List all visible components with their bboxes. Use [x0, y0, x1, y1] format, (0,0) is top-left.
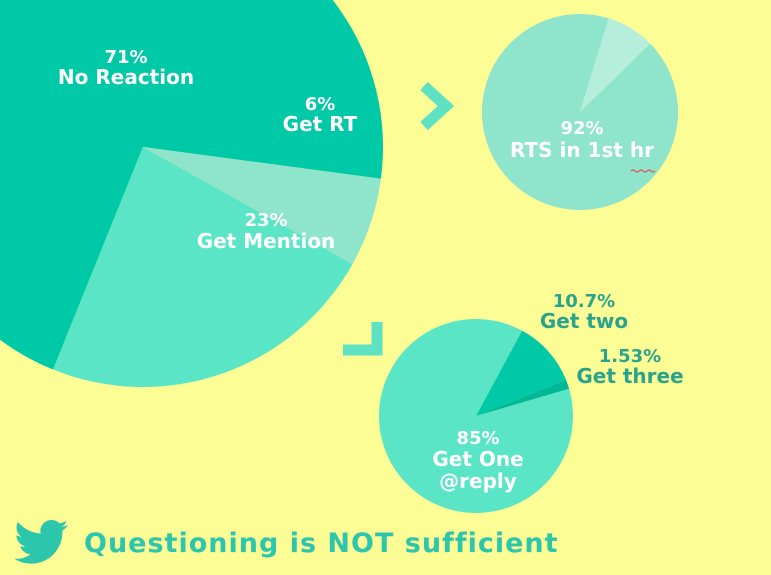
label-rts-name: RTS in 1st hr [510, 138, 654, 162]
label-get-mention-value: 23% [244, 210, 287, 231]
slice-rt-other [580, 18, 651, 112]
slice-get-mention [53, 147, 353, 388]
label-get-mention-name: Get Mention [197, 229, 336, 253]
label-get-one-name: Get One [432, 447, 523, 471]
slice-get-two [476, 330, 566, 416]
label-get-rt-name: Get RT [283, 112, 358, 136]
label-get-two-value: 10.7% [553, 291, 615, 312]
pie-reaction: 71% No Reaction 6% Get RT 23% Get Mentio… [0, 0, 383, 388]
label-get-one-name-line2: @reply [439, 469, 517, 493]
pie-retweets: 92% RTS in 1st hr [482, 14, 679, 211]
slice-get-rt [143, 147, 381, 265]
slice-no-reaction [0, 0, 383, 370]
label-get-one-value: 85% [456, 428, 499, 449]
label-no-reaction-name: No Reaction [58, 65, 194, 89]
pie-replies: 85% Get One @reply 10.7% Get two 1.53% G… [378, 291, 684, 513]
slice-rts-first-hour [482, 14, 679, 211]
footer-caption: Questioning is NOT sufficient [84, 527, 559, 559]
label-get-rt-value: 6% [305, 94, 336, 115]
chevron-right-icon [420, 81, 455, 131]
arrow-corner-icon [343, 322, 383, 356]
slice-get-three [476, 379, 570, 416]
spellcheck-underline [630, 169, 656, 173]
label-get-three-value: 1.53% [599, 346, 661, 367]
twitter-bird-icon [14, 520, 68, 564]
label-no-reaction-value: 71% [104, 47, 147, 68]
label-rts-value: 92% [560, 118, 603, 139]
label-get-two-name: Get two [540, 309, 628, 333]
label-get-three-name: Get three [576, 364, 683, 388]
footer: Questioning is NOT sufficient [14, 518, 559, 568]
